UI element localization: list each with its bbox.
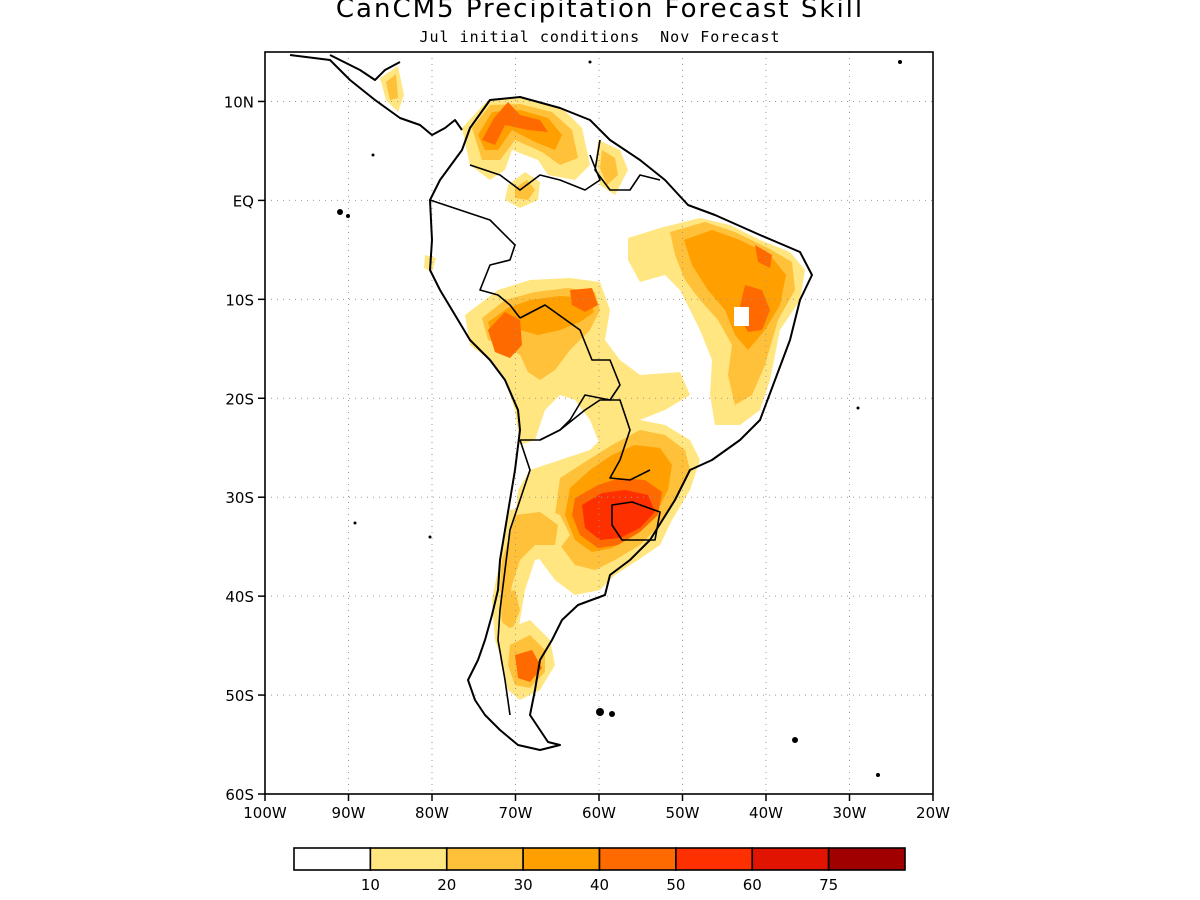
latitude-axis: 10N EQ 10S 20S 30S 40S 50S 60S [224, 93, 265, 804]
south-america-coastline [429, 96, 813, 751]
lat-tick-label: 60S [225, 786, 254, 804]
coastlines [289, 54, 813, 751]
colorbar-label: 30 [514, 876, 533, 894]
colorbar-swatch [598, 847, 677, 871]
colorbar-swatch [293, 847, 372, 871]
central-america-coastline [289, 54, 463, 136]
lon-tick-label: 80W [415, 804, 449, 822]
lat-tick-label: EQ [233, 192, 254, 210]
skill-region [582, 490, 655, 540]
map-subtitle: Jul initial conditions Nov Forecast [0, 28, 1200, 46]
skill-region [482, 102, 548, 145]
graticule [265, 52, 933, 794]
colorbar-label: 20 [437, 876, 456, 894]
colorbar-label: 50 [666, 876, 685, 894]
lon-tick-label: 90W [332, 804, 366, 822]
skill-region [515, 180, 535, 200]
skill-region [515, 650, 542, 682]
colorbar-label: 60 [743, 876, 762, 894]
skill-region [755, 245, 772, 268]
colorbar: 10 20 30 40 50 60 75 [293, 847, 906, 894]
missing-data-cell [734, 307, 749, 326]
skill-region [600, 150, 618, 185]
initial-conditions-label: Jul initial conditions [419, 28, 641, 46]
lon-tick-label: 40W [749, 804, 783, 822]
lat-tick-label: 10S [225, 291, 254, 309]
colorbar-swatch [369, 847, 448, 871]
lon-tick-label: 70W [499, 804, 533, 822]
colorbar-label: 10 [361, 876, 380, 894]
skill-region [500, 590, 520, 630]
lon-tick-label: 30W [833, 804, 867, 822]
lat-tick-label: 20S [225, 390, 254, 408]
skill-region [386, 74, 398, 100]
map-title: CanCM5 Precipitation Forecast Skill [335, 0, 865, 24]
colorbar-label: 40 [590, 876, 609, 894]
lat-tick-label: 50S [225, 687, 254, 705]
colorbar-swatch [675, 847, 754, 871]
forecast-month-label: Nov Forecast [660, 28, 781, 46]
lat-tick-label: 40S [225, 588, 254, 606]
lat-tick-label: 30S [225, 489, 254, 507]
lon-tick-label: 20W [916, 804, 950, 822]
country-borders [429, 139, 661, 716]
colorbar-label: 75 [819, 876, 838, 894]
skill-region [500, 512, 558, 610]
colorbar-swatch [445, 847, 524, 871]
skill-field [380, 66, 805, 700]
lon-tick-label: 100W [243, 804, 287, 822]
colorbar-swatch [522, 847, 601, 871]
colorbar-swatch [827, 847, 906, 871]
colorbar-swatch [751, 847, 830, 871]
lon-tick-label: 50W [666, 804, 700, 822]
lat-tick-label: 10N [224, 93, 254, 111]
longitude-axis: 100W 90W 80W 70W 60W 50W 40W 30W 20W [243, 794, 950, 822]
islands [337, 60, 902, 777]
skill-region [570, 288, 598, 312]
skill-region [488, 312, 522, 358]
lon-tick-label: 60W [582, 804, 616, 822]
